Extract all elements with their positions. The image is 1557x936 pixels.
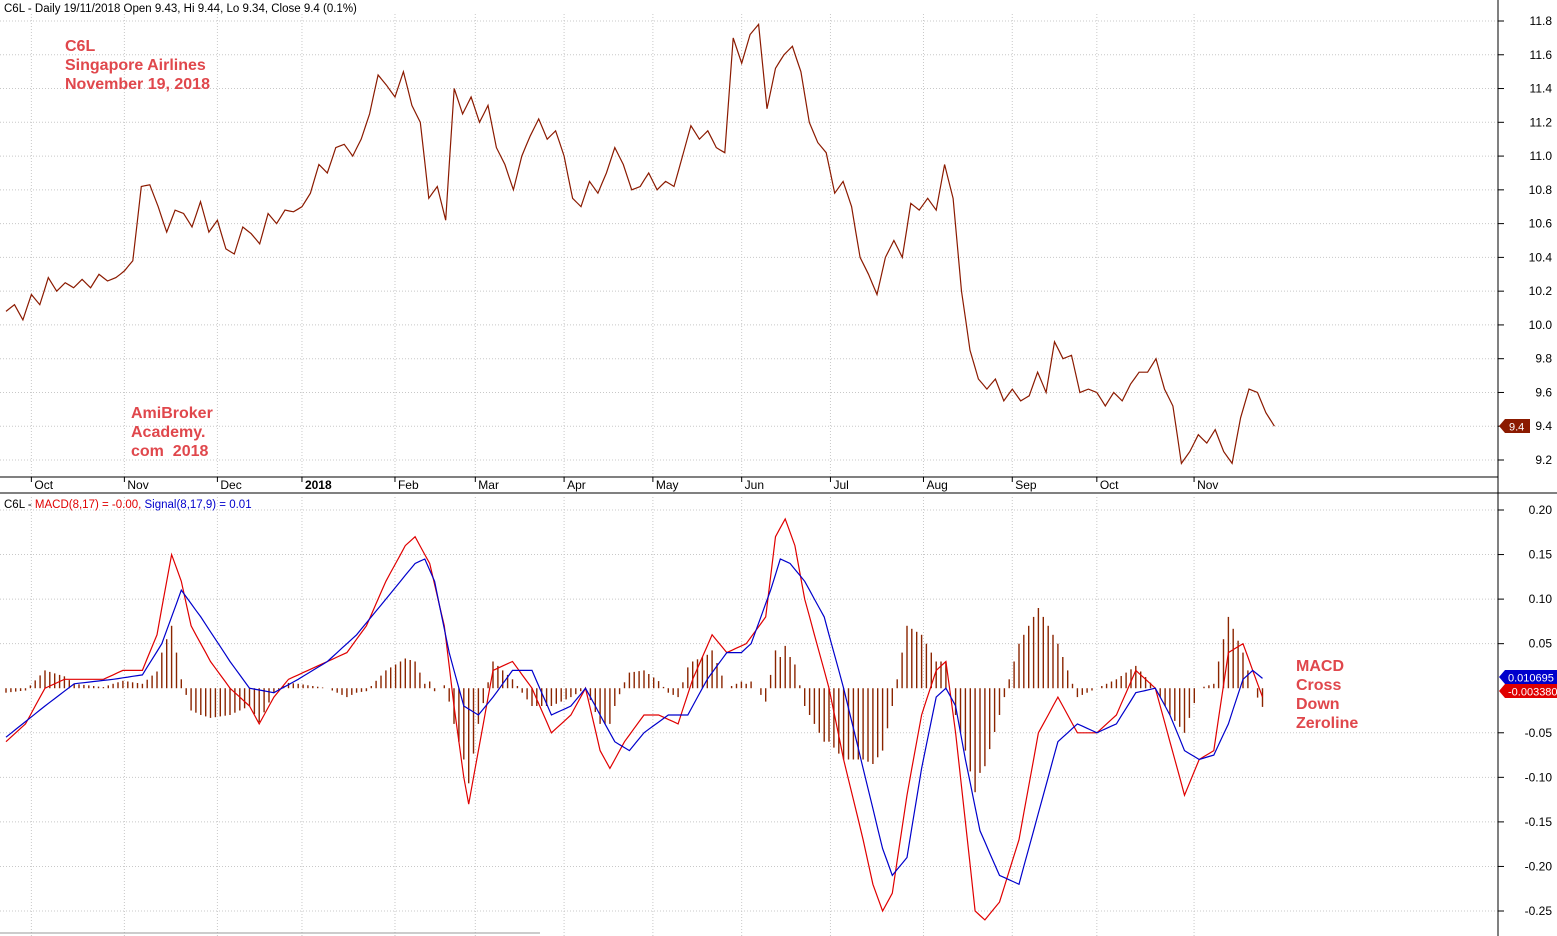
month-label: Dec	[220, 478, 241, 492]
price-tick-label: 10.4	[1529, 250, 1553, 264]
last-price-value: 9.4	[1509, 422, 1524, 434]
macd-note-line-3: Down	[1296, 696, 1340, 713]
macd-header-signal: Signal(8,17,9) = 0.01	[145, 499, 252, 511]
price-header: C6L - Daily 19/11/2018 Open 9.43, Hi 9.4…	[4, 3, 357, 15]
x-axis-months: Oct Nov Dec 2018 Feb Mar Apr May Jun Jul Aug Sep Oct…	[30, 477, 1218, 492]
price-tick-label: 10.6	[1529, 217, 1553, 231]
macd-tick-label: 0.15	[1529, 548, 1553, 562]
price-tick-label: 11.0	[1530, 149, 1553, 163]
annotation-title: C6L Singapore Airlines November 19, 2018	[65, 38, 210, 93]
macd-value-tag	[1499, 684, 1557, 698]
macd-tick-label: 0.20	[1529, 503, 1553, 517]
price-tick-label: 10.0	[1529, 318, 1553, 332]
signal-value-tag	[1499, 670, 1557, 684]
macd-note-line-2: Cross	[1296, 677, 1341, 694]
month-label: Oct	[34, 478, 53, 492]
macd-header-symbol: C6L -	[4, 499, 35, 511]
month-label: Jun	[745, 478, 764, 492]
price-tick-label: 9.2	[1535, 453, 1552, 467]
month-label: Nov	[127, 478, 148, 492]
macd-tick-label: -0.20	[1525, 859, 1553, 873]
price-tick-label: 10.8	[1529, 183, 1553, 197]
month-label: 2018	[305, 478, 332, 492]
annotation-symbol: C6L	[65, 38, 95, 55]
macd-value-label: -0.003380	[1499, 684, 1557, 699]
month-label: Oct	[1100, 478, 1119, 492]
macd-tick-label: -0.25	[1525, 904, 1553, 918]
month-label: May	[656, 478, 679, 492]
annotation-macd: MACD Cross Down Zeroline	[1296, 658, 1358, 732]
watermark-line-3: com 2018	[131, 443, 208, 460]
signal-line	[5, 558, 1263, 886]
price-tick-label: 9.6	[1535, 385, 1552, 399]
month-label: Feb	[398, 478, 419, 492]
price-tick-label: 11.8	[1530, 14, 1553, 28]
macd-tick-label: 0.10	[1529, 592, 1553, 606]
macd-tick-label: 0.05	[1529, 637, 1553, 651]
macd-header: C6L - MACD(8,17) = -0.00, Signal(8,17,9)…	[4, 499, 252, 511]
price-tick-label: 10.2	[1529, 284, 1553, 298]
price-y-axis: 9.2 9.4 9.6 9.8 10.0 10.2 10.4 10.6 10.8 11.0 11.2…	[1498, 14, 1552, 467]
macd-tick-label: -0.15	[1525, 815, 1553, 829]
macd-line	[5, 517, 1264, 921]
watermark-line-2: Academy.	[131, 424, 205, 441]
price-tick-label: 11.2	[1530, 115, 1553, 129]
price-tick-label: 11.4	[1530, 82, 1553, 96]
annotation-watermark: AmiBroker Academy. com 2018	[131, 405, 213, 460]
macd-tick-label: -0.10	[1525, 770, 1553, 784]
macd-header-macd: MACD(8,17) = -0.00,	[35, 499, 145, 511]
month-label: Apr	[567, 478, 586, 492]
month-label: Aug	[926, 478, 947, 492]
macd-note-line-1: MACD	[1296, 658, 1344, 675]
signal-value-text: 0.010695	[1508, 673, 1554, 685]
macd-value-text: -0.003380	[1508, 687, 1557, 699]
price-tick-label: 11.6	[1530, 48, 1553, 62]
last-price-tag	[1499, 419, 1530, 433]
annotation-company: Singapore Airlines	[65, 57, 206, 74]
macd-note-line-4: Zeroline	[1296, 715, 1358, 732]
watermark-line-1: AmiBroker	[131, 405, 213, 422]
month-label: Jul	[833, 478, 848, 492]
month-label: Sep	[1015, 478, 1037, 492]
annotation-date: November 19, 2018	[65, 76, 210, 93]
signal-value-label: 0.010695	[1499, 670, 1557, 685]
month-label: Mar	[478, 478, 499, 492]
price-line	[5, 22, 1275, 465]
macd-tick-label: -0.05	[1525, 726, 1553, 740]
price-tick-label: 9.8	[1535, 352, 1552, 366]
month-label: Nov	[1197, 478, 1218, 492]
macd-y-axis: 0.20 0.15 0.10 0.05 -0.05 -0.10 -0.15 -0.20 -0.2…	[1498, 503, 1552, 918]
last-price-label: 9.4	[1499, 419, 1530, 434]
price-tick-label: 9.4	[1535, 419, 1552, 433]
